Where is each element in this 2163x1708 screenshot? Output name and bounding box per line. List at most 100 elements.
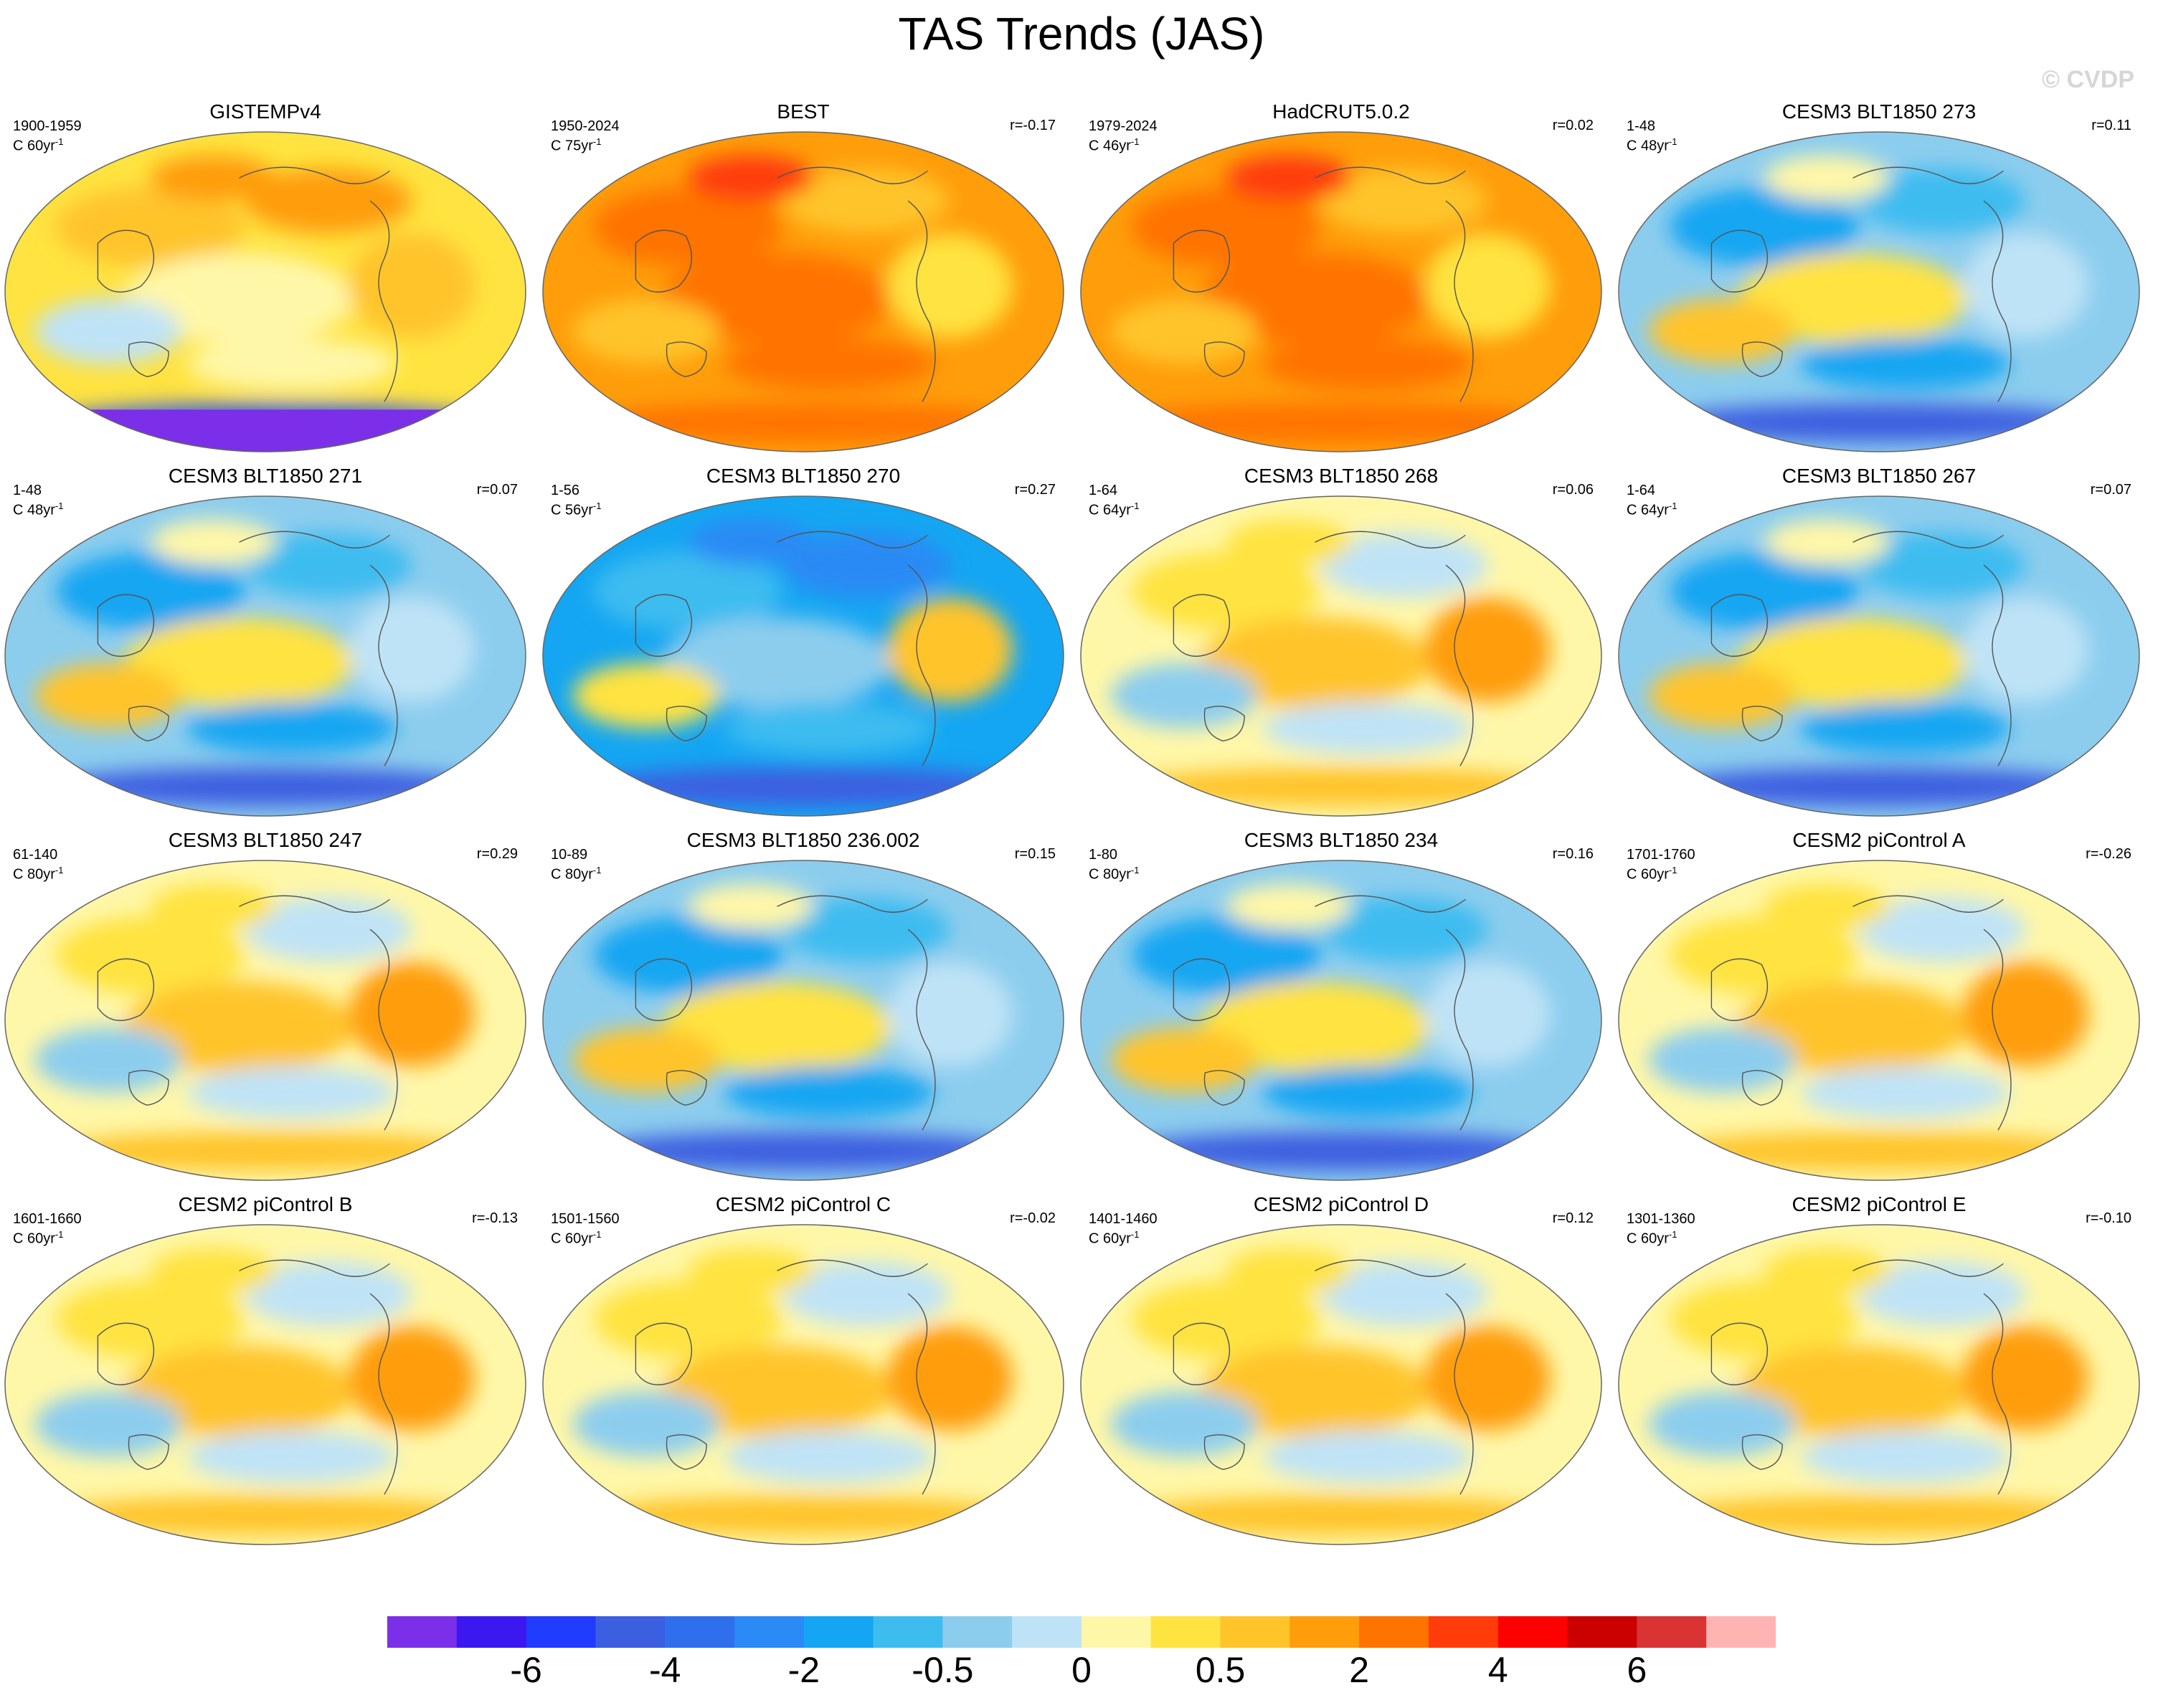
colorbar [387, 1616, 1776, 1648]
panel-units: C 64yr-1 [1627, 500, 1677, 518]
colorbar-swatch [1706, 1616, 1776, 1648]
colorbar-tick-label: 4 [1487, 1650, 1508, 1690]
trend-map [1618, 495, 2140, 817]
panel-title: CESM3 BLT1850 271 [168, 465, 363, 487]
panel-period: 10-89 [551, 847, 588, 863]
panel-title: CESM3 BLT1850 268 [1244, 465, 1439, 487]
panel-correlation: r=0.16 [1552, 846, 1594, 862]
panel-period: 1501-1560 [551, 1211, 620, 1227]
colorbar-swatch [1220, 1616, 1290, 1648]
panel-units: C 48yr-1 [13, 500, 64, 518]
colorbar-tick-label: -0.5 [912, 1650, 974, 1690]
panel-units: C 60yr-1 [13, 1229, 64, 1247]
panel-title: HadCRUT5.0.2 [1272, 100, 1410, 123]
panel-correlation: r=0.06 [1552, 482, 1594, 498]
panel-title: CESM2 piControl D [1253, 1193, 1429, 1215]
colorbar-swatch [526, 1616, 596, 1648]
panel-period: 1979-2024 [1089, 118, 1158, 134]
panel-units: C 60yr-1 [551, 1229, 602, 1247]
map-panel: CESM2 piControl A 1701-1760 C 60yr-1 r=-0.2… [1614, 829, 2144, 1187]
colorbar-swatch [1497, 1616, 1568, 1648]
panel-units: C 80yr-1 [13, 865, 64, 883]
watermark: © CVDP [2042, 66, 2134, 93]
map-panel: GISTEMPv4 1900-1959 C 60yr-1 [0, 100, 531, 459]
colorbar-swatch [387, 1616, 458, 1648]
panel-period: 1-56 [551, 483, 580, 498]
colorbar-swatch [1012, 1616, 1082, 1648]
panel-title: CESM3 BLT1850 273 [1781, 100, 1977, 123]
trend-map [542, 1224, 1064, 1545]
panel-title: GISTEMPv4 [209, 100, 321, 123]
colorbar-swatch [595, 1616, 666, 1648]
figure-title: TAS Trends (JAS) [898, 8, 1265, 60]
panel-title: CESM3 BLT1850 234 [1244, 829, 1439, 851]
colorbar-tick-label: 6 [1627, 1650, 1647, 1690]
trend-map [1080, 860, 1602, 1181]
panel-units: C 46yr-1 [1089, 136, 1140, 154]
colorbar-tick-label: -2 [787, 1650, 820, 1690]
panel-title: BEST [777, 100, 830, 123]
map-panel: CESM3 BLT1850 270 1-56 C 56yr-1 r=0.27 [538, 465, 1069, 823]
colorbar-tick-label: -6 [510, 1650, 542, 1690]
map-panel: CESM3 BLT1850 236.002 10-89 C 80yr-1 r=0.15 [538, 829, 1069, 1187]
panel-units: C 60yr-1 [13, 136, 64, 154]
map-panel: CESM2 piControl B 1601-1660 C 60yr-1 r=-0.1… [0, 1193, 531, 1552]
panel-correlation: r=0.11 [2091, 118, 2131, 133]
map-panel: CESM2 piControl D 1401-1460 C 60yr-1 r=0.12 [1076, 1193, 1606, 1552]
map-panel: HadCRUT5.0.2 1979-2024 C 46yr-1 r=0.02 [1076, 100, 1606, 459]
colorbar-swatch [1082, 1616, 1152, 1648]
panel-title: CESM3 BLT1850 270 [706, 465, 901, 487]
panel-units: C 60yr-1 [1089, 1229, 1140, 1247]
colorbar-tick-label: 0.5 [1195, 1650, 1246, 1690]
panel-units: C 80yr-1 [1089, 865, 1140, 883]
panel-period: 1-48 [13, 483, 42, 498]
colorbar-swatch [873, 1616, 943, 1648]
panel-correlation: r=0.12 [1552, 1210, 1594, 1226]
panel-correlation: r=-0.26 [2086, 846, 2131, 862]
trend-map [1618, 131, 2140, 452]
panel-units: C 64yr-1 [1089, 500, 1140, 518]
trend-map [1618, 860, 2140, 1181]
panel-period: 1-64 [1089, 483, 1118, 498]
colorbar-swatch [1359, 1616, 1429, 1648]
panel-correlation: r=-0.10 [2086, 1210, 2131, 1226]
panel-correlation: r=0.07 [2090, 482, 2131, 498]
panel-units: C 60yr-1 [1627, 1229, 1677, 1247]
panel-title: CESM2 piControl B [178, 1193, 353, 1215]
panel-period: 1301-1360 [1627, 1211, 1695, 1227]
panel-title: CESM3 BLT1850 267 [1781, 465, 1977, 487]
panel-period: 1601-1660 [13, 1211, 82, 1227]
colorbar-tick-label: 0 [1071, 1650, 1092, 1690]
trend-map [4, 1224, 526, 1545]
colorbar-swatch [803, 1616, 874, 1648]
trend-map [1618, 1224, 2140, 1545]
trend-map [4, 495, 526, 817]
colorbar-swatch [1567, 1616, 1637, 1648]
panel-title: CESM2 piControl A [1792, 829, 1966, 851]
colorbar-swatch [1429, 1616, 1499, 1648]
trend-map [542, 860, 1064, 1181]
map-panel: CESM3 BLT1850 267 1-64 C 64yr-1 r=0.07 [1614, 465, 2144, 823]
panel-units: C 75yr-1 [551, 136, 602, 154]
panel-correlation: r=0.07 [476, 482, 518, 498]
panel-correlation: r=0.29 [476, 846, 518, 862]
panel-units: C 80yr-1 [551, 865, 602, 883]
panel-period: 1-80 [1089, 847, 1118, 863]
panel-period: 1401-1460 [1089, 1211, 1158, 1227]
colorbar-swatch [942, 1616, 1013, 1648]
colorbar-tick-label: -4 [648, 1650, 681, 1690]
map-panel: CESM3 BLT1850 247 61-140 C 80yr-1 r=0.29 [0, 829, 531, 1187]
panel-period: 1701-1760 [1627, 847, 1695, 863]
trend-map [1080, 131, 1602, 452]
trend-map [1080, 1224, 1602, 1545]
panel-title: CESM3 BLT1850 236.002 [686, 829, 920, 851]
panel-period: 1900-1959 [13, 118, 82, 134]
colorbar-swatch [1637, 1616, 1707, 1648]
map-panel: CESM3 BLT1850 268 1-64 C 64yr-1 r=0.06 [1076, 465, 1606, 823]
colorbar-swatch [456, 1616, 527, 1648]
map-panel: CESM2 piControl C 1501-1560 C 60yr-1 r=-0.0… [538, 1193, 1069, 1552]
panel-correlation: r=-0.02 [1010, 1210, 1056, 1226]
panel-units: C 60yr-1 [1627, 865, 1677, 883]
map-panel: CESM3 BLT1850 234 1-80 C 80yr-1 r=0.16 [1076, 829, 1606, 1187]
colorbar-swatch [734, 1616, 805, 1648]
